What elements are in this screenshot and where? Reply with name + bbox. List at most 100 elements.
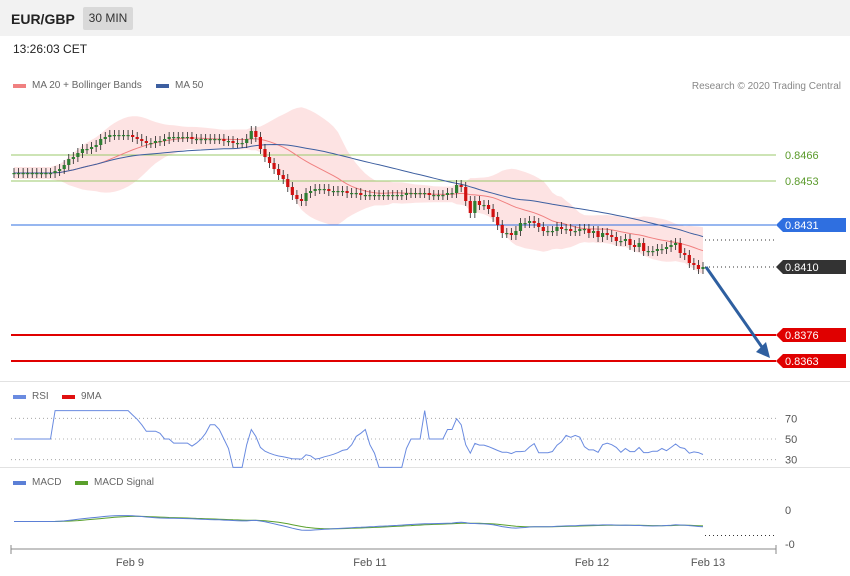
candle-body	[678, 243, 682, 253]
candle-body	[290, 187, 294, 195]
candle-body	[400, 195, 404, 197]
candle-body	[386, 195, 390, 197]
candle-body	[185, 137, 189, 139]
candle-body	[655, 249, 659, 251]
candle-body	[537, 223, 541, 227]
candle-body	[555, 227, 559, 231]
candle-body	[619, 241, 623, 243]
candle-body	[121, 135, 126, 137]
x-tick-label: Feb 11	[353, 557, 386, 569]
candle-body	[696, 265, 701, 269]
candle-body	[58, 169, 62, 171]
candle-body	[582, 229, 586, 231]
candle-body	[35, 173, 39, 175]
ma50-swatch	[156, 83, 169, 88]
candle-body	[660, 249, 664, 251]
candle-body	[172, 137, 176, 139]
candle-body	[16, 173, 21, 175]
candle-body	[26, 173, 30, 175]
candle-body	[459, 185, 463, 187]
x-tick-label: Feb 12	[575, 557, 609, 569]
candle-body	[245, 139, 249, 143]
x-tick-label: Feb 9	[116, 557, 144, 569]
candle-body	[117, 135, 121, 137]
legend-rsi9-label: 9MA	[81, 391, 102, 402]
candle-body	[436, 195, 440, 197]
macd-swatch	[13, 480, 26, 485]
candle-body	[505, 233, 509, 235]
candle-body	[162, 139, 167, 141]
bollinger-band-area	[14, 107, 703, 275]
candle-body	[683, 253, 687, 255]
ma20-swatch	[13, 83, 26, 88]
macd-tick-label: 0	[785, 505, 791, 517]
candle-body	[240, 143, 244, 145]
candle-body	[509, 233, 513, 235]
currency-pair-title: EUR/GBP	[11, 11, 75, 27]
credit-text: Research © 2020 Trading Central	[691, 81, 841, 92]
legend-rsi: RSI	[13, 391, 49, 402]
candle-body	[523, 223, 527, 225]
candle-body	[637, 243, 641, 247]
candle-body	[249, 131, 253, 139]
candle-body	[340, 191, 345, 193]
candle-body	[327, 189, 331, 191]
candle-body	[158, 141, 162, 143]
ma50-line	[14, 143, 704, 238]
chart-header: EUR/GBP 30 MIN	[0, 0, 850, 36]
candle-body	[94, 145, 98, 147]
candle-body	[432, 195, 436, 197]
candle-body	[48, 173, 53, 175]
signal-swatch	[75, 480, 88, 485]
candle-body	[194, 139, 199, 141]
candle-body	[518, 223, 523, 231]
candle-body	[281, 175, 285, 179]
candle-body	[313, 189, 317, 191]
rsi-tick-label: 30	[785, 455, 797, 467]
candle-body	[605, 233, 609, 235]
candle-body	[226, 141, 231, 143]
legend-ma50: MA 50	[156, 80, 203, 91]
candle-body	[532, 221, 536, 223]
legend-rsi-label: RSI	[32, 391, 49, 402]
macd-signal-line	[14, 515, 704, 530]
candle-body	[445, 193, 450, 195]
candle-body	[559, 227, 564, 229]
candle-body	[587, 229, 591, 233]
separator-rsi	[0, 381, 850, 382]
candle-body	[67, 159, 71, 165]
timeframe-button[interactable]: 30 MIN	[83, 7, 133, 30]
candle-body	[331, 191, 336, 193]
rsi-tick-label: 70	[785, 413, 797, 425]
candle-body	[573, 231, 577, 233]
candle-body	[591, 231, 596, 233]
candle-body	[222, 139, 226, 141]
candles-group	[12, 126, 705, 274]
candle-body	[409, 193, 413, 195]
candle-body	[623, 239, 628, 241]
candle-body	[204, 139, 208, 141]
candle-body	[632, 245, 637, 247]
candle-body	[528, 221, 532, 223]
legend-macd-label: MACD	[32, 477, 62, 488]
candle-body	[258, 137, 262, 149]
level-tag-0.8376	[776, 328, 846, 342]
candle-body	[295, 195, 299, 199]
candle-body	[286, 179, 290, 187]
level-label-0.8453: 0.8453	[785, 176, 819, 188]
candle-body	[350, 193, 354, 195]
candle-body	[541, 227, 545, 231]
candle-body	[372, 195, 377, 197]
rsi-tick-label: 50	[785, 434, 797, 446]
candle-body	[181, 137, 185, 139]
level-label-0.8363: 0.8363	[785, 356, 819, 368]
candle-body	[272, 163, 276, 169]
macd-tick-label: -0	[785, 539, 795, 551]
candle-body	[404, 193, 409, 195]
candle-body	[167, 137, 171, 139]
candle-body	[213, 139, 217, 141]
level-tag-0.8363	[776, 354, 846, 368]
candle-body	[391, 195, 395, 197]
candle-body	[377, 195, 381, 197]
candle-body	[62, 165, 66, 169]
